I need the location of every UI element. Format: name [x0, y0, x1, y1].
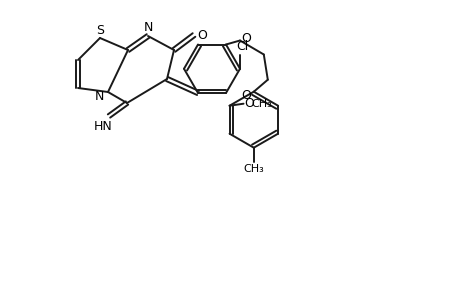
Text: CH₃: CH₃ [243, 164, 263, 174]
Text: Cl: Cl [235, 40, 247, 53]
Text: N: N [143, 20, 152, 34]
Text: O: O [196, 28, 207, 41]
Text: HN: HN [94, 119, 112, 133]
Text: O: O [241, 32, 251, 45]
Text: N: N [94, 89, 103, 103]
Text: O: O [241, 89, 250, 102]
Text: O: O [244, 97, 254, 110]
Text: CH₃: CH₃ [251, 99, 271, 109]
Text: S: S [96, 23, 104, 37]
